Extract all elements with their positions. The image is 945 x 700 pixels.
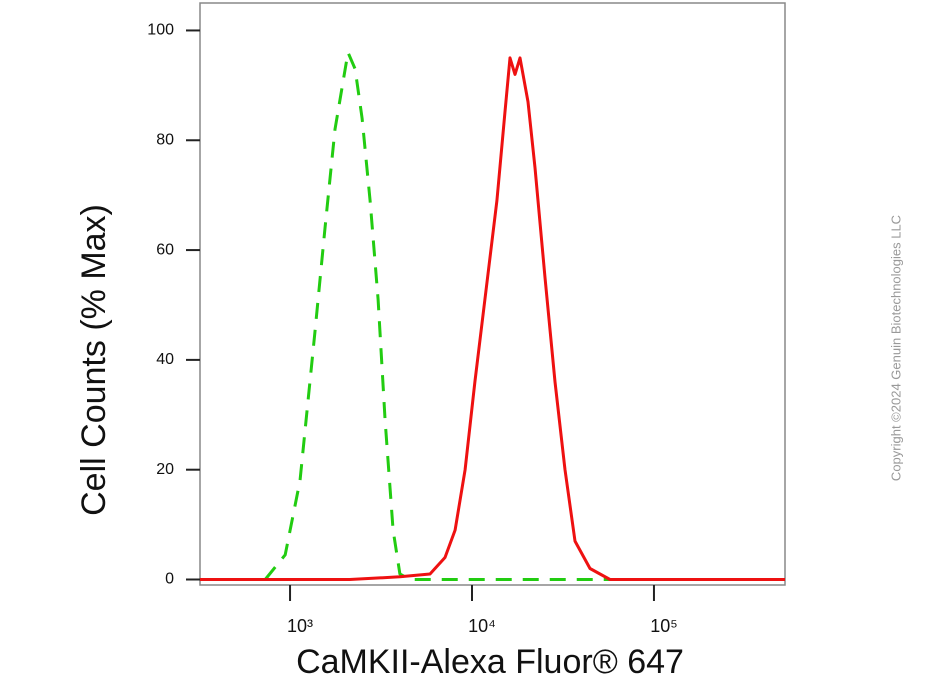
histogram-line [264, 50, 782, 581]
y-tick-label: 100 [147, 22, 174, 39]
x-axis-title: CaMKII-Alexa Fluor® 647 [296, 643, 684, 681]
plot-frame [199, 2, 786, 586]
y-tick-label: 80 [156, 131, 174, 148]
histogram-line [200, 56, 785, 581]
y-tick-label: 0 [165, 571, 174, 588]
y-tick-label: 60 [156, 241, 174, 258]
watermark: Copyright ©2024 Genuin Biotechnologies L… [888, 215, 903, 481]
x-tick-label: 10³ [287, 616, 313, 636]
x-tick-label: 10⁴ [468, 616, 496, 636]
y-tick-label: 40 [156, 351, 174, 368]
y-axis-title: Cell Counts (% Max) [75, 204, 113, 516]
x-tick-label: 10⁵ [650, 616, 677, 636]
y-tick-label: 20 [156, 461, 174, 478]
